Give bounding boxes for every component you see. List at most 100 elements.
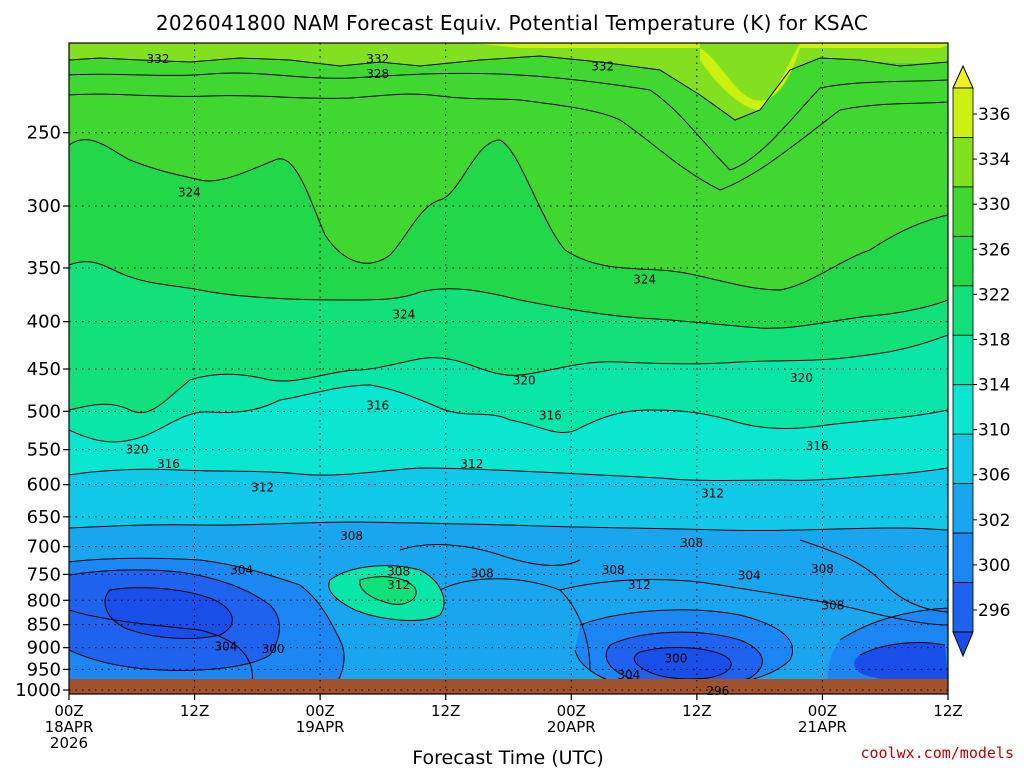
colorbar-segment: [952, 532, 974, 583]
contour-label-308: 308: [602, 563, 625, 577]
contour-label-312: 312: [460, 457, 483, 471]
credit-text: coolwx.com/models: [860, 744, 1014, 762]
colorbar-label: 306: [978, 466, 1010, 486]
y-tick-label: 700: [27, 537, 61, 558]
contour-label-text: 320: [790, 371, 813, 385]
contour-label-text: 300: [664, 652, 687, 666]
contour-label-316: 316: [157, 457, 180, 471]
x-tick-label: 00Z: [808, 702, 837, 720]
contour-label-text: 324: [633, 272, 656, 286]
contour-label-304: 304: [738, 568, 761, 582]
contour-label-320: 320: [513, 373, 536, 387]
contour-label-text: 308: [680, 536, 703, 550]
contour-label-text: 332: [591, 59, 614, 73]
contour-label-304: 304: [215, 639, 238, 653]
contour-label-text: 308: [471, 566, 494, 580]
colorbar-segment: [952, 334, 974, 386]
contour-label-text: 308: [821, 598, 844, 612]
colorbar-label: 326: [978, 240, 1010, 260]
contour-label-324: 324: [392, 308, 415, 322]
contour-label-332: 332: [146, 52, 169, 66]
contour-label-316: 316: [366, 399, 389, 413]
contour-label-text: 316: [806, 439, 829, 453]
y-tick-label: 650: [27, 507, 61, 528]
x-tick-label: 12Z: [933, 702, 962, 720]
band-core-left: [105, 587, 233, 639]
colorbar-segment: [952, 433, 974, 485]
x-tick-label: 12Z: [180, 702, 209, 720]
contour-label-text: 328: [366, 67, 389, 81]
contour-label-text: 296: [706, 684, 729, 698]
contour-label-332: 332: [591, 59, 614, 73]
y-tick-label: 750: [27, 564, 61, 585]
contour-label-text: 308: [811, 562, 834, 576]
contour-label-332: 332: [366, 52, 389, 66]
y-tick-label: 800: [27, 590, 61, 611]
colorbar-label: 300: [978, 556, 1010, 576]
y-tick-label: 400: [27, 312, 61, 333]
contour-label-text: 316: [157, 457, 180, 471]
contour-label-312: 312: [387, 578, 410, 592]
plot-area: [69, 43, 948, 694]
contour-label-text: 304: [617, 668, 640, 682]
colorbar-segment: [952, 483, 974, 534]
contour-label-text: 300: [262, 642, 285, 656]
contour-label-text: 304: [738, 568, 761, 582]
contour-label-296: 296: [706, 684, 729, 698]
x-tick-label: 21APR: [798, 718, 847, 736]
x-tick-label: 18APR: [45, 718, 94, 736]
contour-label-304: 304: [617, 668, 640, 682]
colorbar-segment: [952, 137, 974, 188]
colorbar-top-arrow: [952, 64, 974, 89]
contour-label-text: 320: [513, 373, 536, 387]
x-tick-label: 12Z: [682, 702, 711, 720]
colorbar: 296 300 302 306 310 314 318 322 326 330 334 336: [952, 64, 1010, 658]
contour-label-text: 308: [387, 565, 410, 579]
contour-label-text: 332: [146, 52, 169, 66]
contour-label-308: 308: [387, 565, 410, 579]
y-tick-label: 550: [27, 440, 61, 461]
colorbar-bottom-arrow: [952, 631, 974, 658]
contour-label-308: 308: [340, 529, 363, 543]
contour-label-text: 316: [366, 399, 389, 413]
x-tick-label: 12Z: [431, 702, 460, 720]
y-tick-label: 500: [27, 401, 61, 422]
colorbar-segment: [952, 186, 974, 237]
contour-label-text: 308: [340, 529, 363, 543]
contour-label-312: 312: [701, 486, 724, 500]
ground-strip: [69, 679, 948, 694]
contour-label-308: 308: [811, 562, 834, 576]
colorbar-label: 330: [978, 195, 1010, 215]
colorbar-label: 310: [978, 421, 1010, 441]
colorbar-label: 322: [978, 285, 1010, 305]
y-tick-label: 950: [27, 659, 61, 680]
colorbar-label: 336: [978, 105, 1010, 125]
band-330-334-top: [69, 43, 948, 120]
x-tick-label: 2026: [50, 734, 88, 752]
colorbar-segment: [952, 582, 974, 633]
contour-label-308: 308: [680, 536, 703, 550]
contour-label-text: 320: [126, 443, 149, 457]
colorbar-label: 334: [978, 150, 1010, 170]
x-tick-label: 00Z: [54, 702, 83, 720]
colorbar-segment: [952, 285, 974, 336]
contour-label-300: 300: [262, 642, 285, 656]
x-tick-label: 00Z: [305, 702, 334, 720]
y-tick-label: 350: [27, 258, 61, 279]
contour-label-320: 320: [790, 371, 813, 385]
y-tick-label: 900: [27, 638, 61, 659]
contour-label-312: 312: [251, 480, 274, 494]
contour-label-text: 332: [366, 52, 389, 66]
contour-label-328: 328: [366, 67, 389, 81]
colorbar-label: 314: [978, 376, 1010, 396]
contour-label-316: 316: [806, 439, 829, 453]
gridlines: [69, 43, 948, 694]
contour-label-316: 316: [539, 408, 562, 422]
x-tick-label: 00Z: [557, 702, 586, 720]
contour-label-text: 312: [628, 578, 651, 592]
band-core-right: [634, 647, 732, 679]
contour-label-text: 316: [539, 408, 562, 422]
contour-label-text: 312: [251, 480, 274, 494]
